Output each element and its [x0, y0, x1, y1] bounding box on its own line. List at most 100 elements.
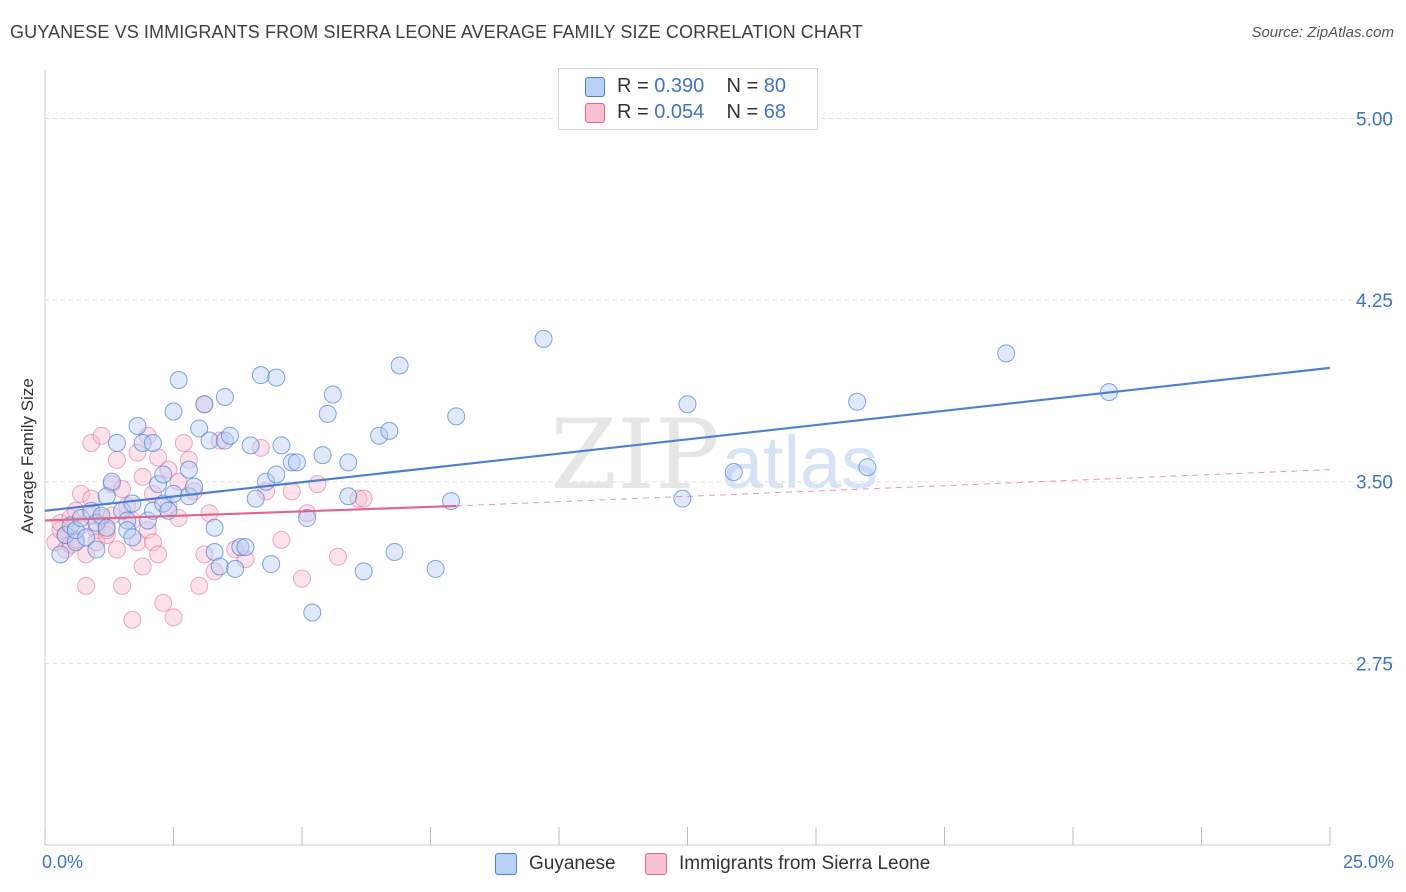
- legend-r-label: R =: [617, 75, 649, 97]
- data-point-sierra-leone: [107, 540, 126, 559]
- data-point-guyanese: [673, 489, 692, 508]
- watermark: ZIP atlas: [550, 399, 878, 511]
- data-point-guyanese: [370, 426, 389, 445]
- data-point-guyanese: [287, 453, 306, 472]
- data-point-guyanese: [205, 518, 224, 537]
- data-point-sierra-leone: [113, 576, 132, 595]
- data-point-sierra-leone: [174, 433, 193, 452]
- axes: [44, 70, 1331, 846]
- data-point-sierra-leone: [92, 426, 111, 445]
- data-point-guyanese: [236, 538, 255, 557]
- data-point-guyanese: [61, 516, 80, 535]
- y-tick-label: 2.75: [1356, 654, 1393, 675]
- data-point-guyanese: [251, 366, 270, 385]
- data-point-sierra-leone: [293, 569, 311, 588]
- data-point-sierra-leone: [272, 530, 291, 549]
- data-point-sierra-leone: [298, 504, 317, 523]
- data-point-sierra-leone: [149, 448, 168, 467]
- data-point-guyanese: [133, 433, 152, 452]
- data-point-sierra-leone: [128, 443, 147, 462]
- y-tick-label: 4.25: [1356, 291, 1393, 312]
- chart-title: GUYANESE VS IMMIGRANTS FROM SIERRA LEONE…: [10, 22, 863, 42]
- data-point-sierra-leone: [210, 431, 229, 450]
- data-point-guyanese: [848, 392, 867, 411]
- data-point-guyanese: [241, 436, 260, 455]
- data-point-guyanese: [724, 463, 743, 482]
- data-point-sierra-leone: [159, 460, 178, 479]
- data-point-sierra-leone: [71, 484, 90, 503]
- trend-lines: [44, 366, 1331, 522]
- data-point-sierra-leone: [51, 521, 70, 540]
- data-point-guyanese: [102, 472, 121, 491]
- data-point-sierra-leone: [190, 576, 209, 595]
- legend-r-value: 0.054: [654, 101, 705, 123]
- legend-n-label: N =: [726, 101, 759, 123]
- data-point-sierra-leone: [77, 576, 96, 595]
- source-label: Source: ZipAtlas.com: [1251, 24, 1394, 41]
- data-point-guyanese: [534, 329, 553, 348]
- legend-r-label: R =: [617, 101, 649, 123]
- data-point-guyanese: [313, 446, 332, 465]
- data-point-guyanese: [149, 475, 168, 494]
- legend-n-label: N =: [726, 75, 759, 97]
- data-point-sierra-leone: [128, 533, 147, 552]
- data-point-guyanese: [267, 465, 286, 484]
- data-point-guyanese: [51, 545, 70, 564]
- x-tick-label-max: 25.0%: [1342, 852, 1394, 872]
- data-point-guyanese: [678, 395, 697, 414]
- data-point-guyanese: [97, 518, 116, 537]
- data-point-guyanese: [215, 431, 234, 450]
- data-point-sierra-leone: [154, 593, 173, 612]
- data-point-guyanese: [226, 559, 245, 578]
- data-point-sierra-leone: [113, 479, 132, 498]
- data-point-guyanese: [298, 509, 317, 528]
- data-point-guyanese: [354, 562, 373, 581]
- legend-label-sierra-leone: Immigrants from Sierra Leone: [679, 853, 931, 874]
- x-tick-label-min: 0.0%: [42, 852, 84, 872]
- data-point-guyanese: [231, 538, 250, 557]
- data-point-sierra-leone: [282, 482, 301, 501]
- data-point-guyanese: [164, 484, 183, 503]
- data-point-guyanese: [246, 489, 265, 508]
- data-point-sierra-leone: [133, 467, 152, 486]
- data-point-guyanese: [128, 417, 147, 436]
- data-point-sierra-leone: [97, 526, 116, 544]
- data-point-guyanese: [190, 419, 209, 438]
- legend-swatch-blue: [495, 853, 517, 875]
- data-point-guyanese: [205, 542, 224, 561]
- y-tick-labels: 2.75 3.50 4.25 5.00: [1356, 109, 1393, 675]
- data-point-guyanese: [221, 426, 240, 445]
- data-point-guyanese: [200, 431, 219, 450]
- data-point-guyanese: [87, 540, 106, 559]
- data-point-guyanese: [169, 371, 188, 389]
- data-point-guyanese: [107, 433, 126, 452]
- data-point-guyanese: [267, 368, 286, 387]
- legend-r-value: 0.390: [654, 75, 705, 97]
- y-tick-label: 3.50: [1356, 473, 1393, 494]
- legend-stats: R = 0.390 N = 80 R = 0.054 N = 68: [558, 68, 818, 130]
- data-point-sierra-leone: [138, 521, 157, 540]
- data-point-guyanese: [118, 511, 137, 530]
- data-point-guyanese: [143, 433, 162, 452]
- data-point-sierra-leone: [354, 489, 373, 508]
- data-point-guyanese: [385, 542, 404, 561]
- watermark-zip: ZIP: [550, 399, 719, 511]
- data-point-sierra-leone: [143, 533, 162, 552]
- trend-line-guyanese: [44, 366, 1331, 512]
- data-point-guyanese: [380, 421, 399, 440]
- data-point-guyanese: [123, 528, 142, 547]
- data-point-guyanese: [303, 603, 322, 622]
- data-point-guyanese: [272, 436, 291, 455]
- data-point-sierra-leone: [205, 562, 224, 581]
- data-point-guyanese: [164, 402, 183, 421]
- legend-swatch-blue: [585, 77, 605, 97]
- data-point-guyanese: [339, 487, 358, 506]
- data-point-guyanese: [426, 559, 445, 578]
- data-point-sierra-leone: [164, 608, 183, 627]
- legend-n-value: 80: [763, 75, 787, 97]
- data-point-guyanese: [210, 557, 229, 576]
- data-point-guyanese: [56, 526, 75, 544]
- data-point-sierra-leone: [82, 433, 101, 452]
- data-point-guyanese: [215, 387, 234, 406]
- legend-n-value: 68: [763, 101, 787, 123]
